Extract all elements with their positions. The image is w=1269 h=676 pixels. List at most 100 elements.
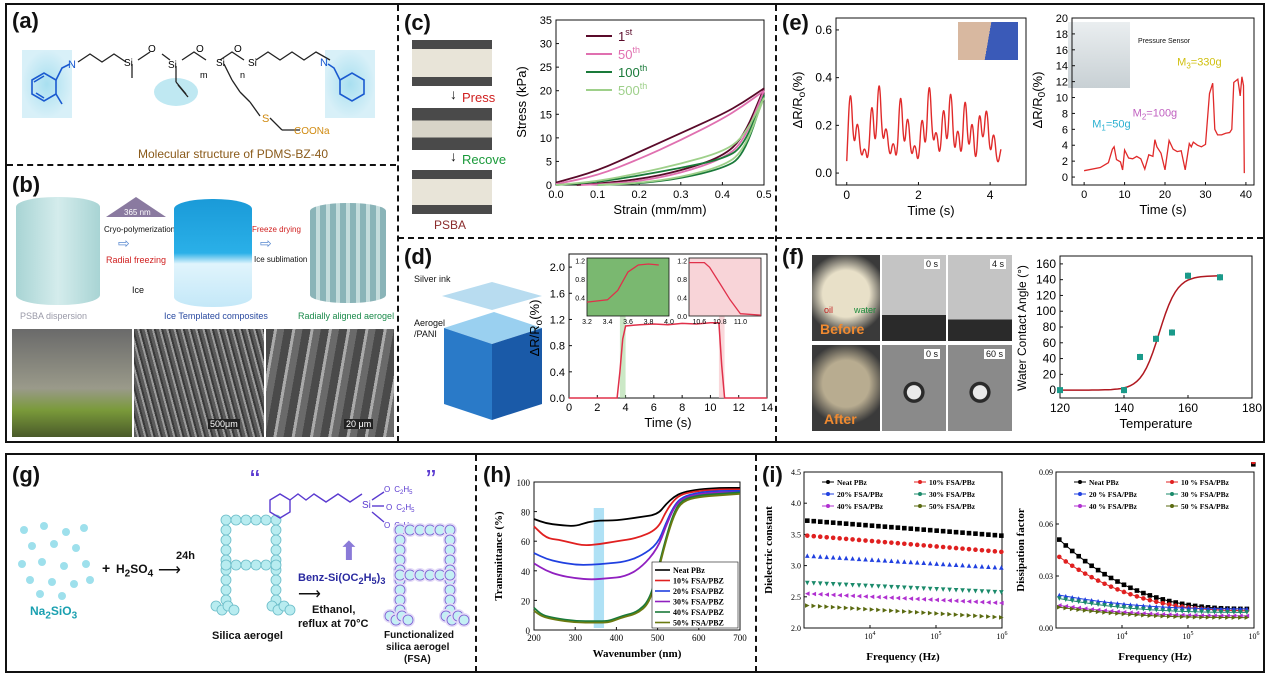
- silica-node: [250, 559, 262, 571]
- marker: [830, 604, 836, 610]
- legend-marker: [826, 480, 830, 484]
- marker: [843, 555, 849, 561]
- marker: [863, 594, 868, 599]
- inset-x-tick: 10.6: [692, 319, 706, 326]
- data-point: [1121, 387, 1127, 394]
- fsa-label-1: Functionalized: [384, 630, 454, 641]
- y-axis-label: Transmittance (%): [493, 511, 505, 601]
- marker: [921, 596, 927, 602]
- marker: [953, 612, 959, 617]
- y-tick-label: 8: [1062, 108, 1068, 120]
- y-tick-label: 25: [540, 62, 552, 74]
- y-tick-label: 100: [1036, 304, 1056, 318]
- y-tick-label: 160: [1036, 257, 1056, 271]
- benzoxazine-highlight-right: [325, 50, 375, 118]
- reagent-label: Benz-Si(OC2H5)3: [298, 572, 385, 586]
- oil-label: oil: [824, 305, 834, 315]
- marker: [1057, 603, 1062, 608]
- silicate-particle: [80, 524, 88, 532]
- y-tick-label: 0.0: [550, 393, 565, 405]
- marker: [927, 597, 933, 602]
- press-arrow: ↓: [450, 86, 457, 102]
- marker: [999, 600, 1004, 606]
- sample-photo-3: [412, 170, 492, 214]
- marker: [908, 559, 914, 565]
- chart-transmittance: 200 300 400 500 600 700 0 20 40 60 80 100 Wavenumber…: [493, 478, 747, 660]
- legend-marker: [1078, 492, 1082, 496]
- marker: [992, 614, 998, 620]
- o-1: O: [384, 485, 390, 494]
- silica-node: [240, 559, 252, 571]
- marker: [830, 592, 836, 598]
- x-tick-label: 14: [761, 402, 773, 414]
- chart-wrist-response: 0 2 4 0.0 0.2 0.4 0.6 Time (s) ΔR/Ro(%): [790, 17, 1027, 218]
- y-tick-label: 60: [1043, 336, 1057, 350]
- arrow-reaction-2: ⟶: [298, 586, 321, 603]
- inset-y-tick: 0.4: [677, 295, 687, 302]
- atom-n-right: N: [320, 57, 328, 69]
- marker: [914, 596, 920, 602]
- marker: [895, 558, 901, 564]
- inset-x-tick: 4.0: [664, 319, 674, 326]
- series-line: [533, 491, 741, 623]
- legend-label: 40 % FSA/PBz: [1089, 502, 1138, 511]
- marker: [934, 611, 939, 616]
- marker: [824, 581, 830, 587]
- y-tick-label: 1.6: [550, 288, 565, 300]
- molecular-caption: Molecular structure of PDMS-BZ-40: [138, 147, 328, 161]
- y-tick-label: 120: [1036, 288, 1056, 302]
- y-tick-label: 0.4: [815, 71, 832, 85]
- marker: [979, 599, 985, 605]
- marker: [966, 588, 972, 594]
- silica-node: [270, 559, 282, 571]
- marker: [979, 563, 985, 569]
- series-markers: [805, 580, 1004, 595]
- atom-si-4: Si: [248, 58, 257, 69]
- uv-lamp-icon: 365 nm: [106, 197, 166, 217]
- marker: [824, 592, 830, 597]
- pani-label: /PANI: [414, 329, 437, 339]
- scale-bar-500: 500μm: [208, 419, 240, 429]
- marker: [869, 523, 875, 528]
- ice-label: Ice: [132, 285, 145, 295]
- data-point: [1137, 353, 1143, 360]
- acid-label: H2SO4: [116, 562, 153, 579]
- series-line: [569, 321, 767, 399]
- x-tick-label: 30: [1199, 189, 1211, 201]
- marker: [876, 539, 881, 544]
- marker: [895, 540, 901, 546]
- legend-label: 30 % FSA/PBz: [1181, 490, 1230, 499]
- legend-marker: [918, 504, 922, 508]
- reagent-mid: H: [363, 572, 372, 584]
- silica-node: [228, 604, 240, 616]
- y-tick-label: 3.5: [791, 530, 801, 539]
- arrow-step-1: ⇨: [118, 235, 130, 251]
- silicate-particle: [48, 578, 56, 586]
- divider-c-d: [398, 237, 774, 239]
- marker: [966, 613, 972, 618]
- marker: [863, 538, 868, 543]
- y-tick-label: 18: [1056, 29, 1068, 41]
- step-radial: Radial freezing: [106, 255, 167, 265]
- marker: [863, 606, 868, 612]
- y-tick-label: 2.0: [550, 262, 565, 274]
- y-tick-label: 4.5: [791, 468, 801, 477]
- after-photo: [812, 345, 880, 431]
- y-tick-label: 0: [1062, 172, 1068, 184]
- silver-ink-label: Silver ink: [414, 274, 451, 284]
- x-tick-label: 0.2: [632, 189, 647, 201]
- legend-label: 20% FSA/PBz: [837, 490, 884, 499]
- aerogel-label: Aerogel: [414, 318, 446, 328]
- legend-label: 10 % FSA/PBz: [1181, 478, 1230, 487]
- after-droplet-0s: [882, 345, 946, 431]
- x-axis-label: Time (s): [1139, 202, 1186, 217]
- arrow-step-2: ⇨: [260, 235, 272, 251]
- reagent-sub3: 3: [380, 576, 386, 587]
- na-sub2: 3: [71, 610, 78, 622]
- marker: [805, 533, 810, 538]
- aerogel-cube: [444, 312, 542, 420]
- series-line-loading: [555, 89, 765, 185]
- silica-aerogel-network: [210, 514, 296, 616]
- acid-sub2: 4: [147, 568, 154, 580]
- benzoxazine-right: [327, 63, 365, 102]
